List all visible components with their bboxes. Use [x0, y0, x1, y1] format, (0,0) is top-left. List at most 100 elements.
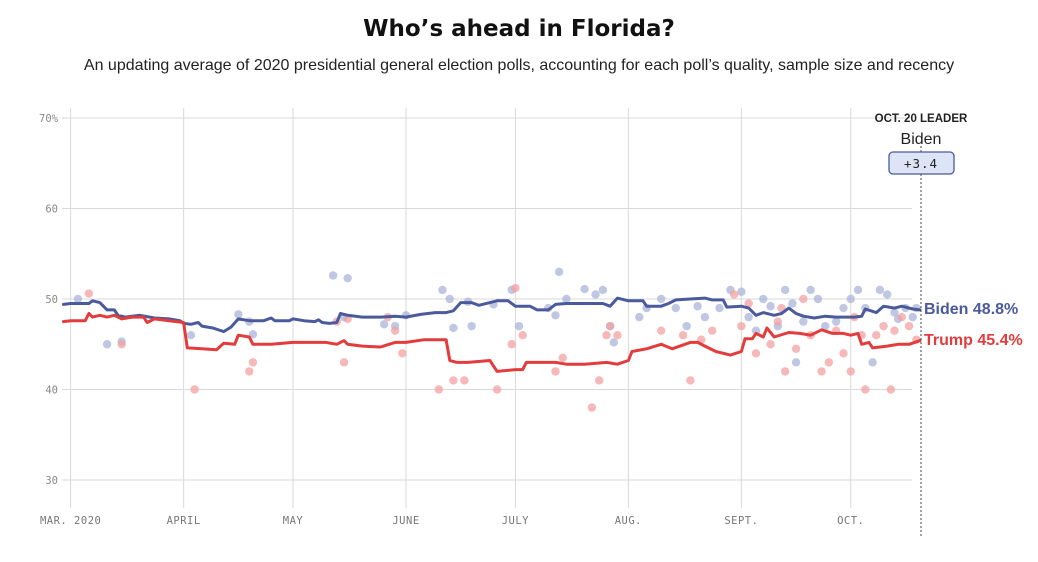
biden-poll-dot	[656, 294, 666, 304]
biden-poll-dot	[908, 312, 917, 322]
leader-date-label: OCT. 20 LEADER	[875, 113, 968, 125]
biden-poll-dot	[882, 290, 892, 299]
trump-poll-dot	[766, 340, 775, 349]
trump-end-label: Trump 45.4%	[924, 332, 1023, 349]
trump-poll-dot	[817, 367, 826, 376]
trump-poll-dot	[398, 349, 407, 358]
biden-poll-dot	[813, 294, 823, 304]
trump-poll-dot	[595, 376, 604, 385]
trump-poll-dot	[861, 385, 870, 394]
trump-poll-dot	[872, 331, 881, 340]
trump-poll-dot	[886, 385, 896, 394]
trump-trend-line	[61, 312, 922, 373]
trend-lines-layer	[61, 296, 922, 373]
trump-poll-dot	[449, 376, 458, 385]
trump-poll-dot	[507, 340, 516, 349]
biden-poll-dot	[759, 294, 768, 304]
biden-poll-dot	[328, 271, 338, 280]
trump-poll-dot	[751, 349, 761, 358]
trump-poll-dot	[773, 317, 783, 326]
biden-poll-dot	[737, 287, 746, 296]
biden-poll-dot	[744, 312, 753, 322]
biden-poll-dot	[580, 284, 589, 294]
x-tick-label: MAR. 2020	[40, 515, 101, 527]
biden-poll-dot	[234, 310, 243, 319]
trump-poll-dot	[744, 299, 753, 308]
biden-poll-dot	[73, 294, 83, 304]
biden-poll-dot	[554, 267, 564, 277]
biden-poll-dot	[780, 285, 790, 295]
biden-poll-dot	[445, 294, 454, 304]
biden-poll-dot	[890, 308, 899, 317]
biden-poll-dot	[799, 317, 808, 326]
biden-poll-dot	[551, 311, 560, 320]
biden-poll-dot	[806, 285, 815, 295]
trump-poll-dot	[551, 367, 560, 376]
biden-poll-dot	[449, 323, 458, 333]
y-tick-label: 30	[45, 475, 58, 487]
biden-poll-dot	[693, 302, 702, 311]
trump-poll-dot	[518, 331, 527, 340]
trump-poll-dot	[824, 358, 834, 367]
trump-poll-dot	[605, 321, 615, 331]
biden-poll-dot	[766, 302, 775, 311]
trump-poll-dot	[879, 321, 888, 331]
y-tick-label: 50	[45, 294, 58, 306]
biden-poll-dot	[102, 340, 112, 349]
trump-poll-dot	[339, 358, 349, 367]
biden-poll-dot	[467, 321, 476, 331]
leader-margin: +3.4	[904, 156, 938, 171]
biden-poll-dot	[700, 312, 710, 322]
biden-poll-dot	[438, 285, 447, 295]
trump-poll-dot	[492, 385, 502, 394]
biden-poll-dot	[875, 285, 885, 295]
biden-poll-dot	[186, 331, 196, 340]
trump-poll-dot	[897, 312, 906, 322]
trump-poll-dot	[904, 321, 914, 331]
trump-poll-dot	[460, 376, 469, 385]
trump-poll-dot	[117, 340, 126, 349]
trump-poll-dot	[511, 283, 520, 293]
biden-poll-dot	[715, 303, 724, 313]
trump-poll-dot	[245, 367, 254, 376]
chart-subtitle: An updating average of 2020 presidential…	[83, 57, 955, 74]
trump-poll-dot	[846, 367, 855, 376]
grid-layer: 30 40 50 60 70% MAR. 2020 APRIL MAY JUNE JULY AUG.…	[39, 108, 912, 527]
x-tick-label: MAY	[283, 515, 304, 527]
y-tick-label: 70%	[39, 113, 59, 125]
trump-poll-dot	[729, 290, 739, 299]
trump-poll-dot	[780, 367, 790, 376]
biden-poll-dot	[682, 321, 691, 331]
biden-end-label: Biden 48.8%	[924, 301, 1018, 318]
biden-poll-dot	[791, 358, 801, 367]
x-tick-label: APRIL	[167, 515, 201, 527]
trump-poll-dot	[558, 353, 567, 363]
trump-poll-dot	[248, 358, 258, 367]
biden-poll-dot	[562, 294, 571, 304]
biden-poll-dot	[379, 320, 389, 329]
biden-poll-dot	[591, 290, 600, 299]
leader-margin-box	[888, 151, 955, 175]
biden-poll-dot	[671, 303, 680, 313]
leader-overlay: OCT. 20 LEADER Biden +3.4	[875, 113, 968, 537]
trump-poll-dot	[190, 385, 199, 394]
biden-poll-dot	[831, 317, 841, 326]
trump-poll-dot	[839, 349, 848, 358]
biden-poll-dot	[839, 303, 848, 313]
trump-poll-dot	[890, 326, 899, 335]
biden-poll-dot	[598, 285, 608, 295]
x-tick-label: JUNE	[392, 515, 419, 527]
y-tick-label: 40	[45, 385, 58, 397]
biden-poll-dot	[248, 330, 258, 339]
x-tick-label: SEPT.	[724, 515, 758, 527]
x-tick-label: OCT.	[837, 515, 864, 527]
poll-dots-layer	[73, 267, 921, 412]
trump-poll-dot	[587, 403, 597, 412]
end-labels-layer: Biden 48.8% Trump 45.4%	[924, 301, 1023, 349]
biden-poll-dot	[788, 299, 797, 308]
trump-poll-dot	[708, 326, 717, 335]
biden-poll-dot	[846, 294, 855, 304]
biden-poll-dot	[609, 338, 618, 347]
biden-poll-dot	[635, 312, 644, 322]
